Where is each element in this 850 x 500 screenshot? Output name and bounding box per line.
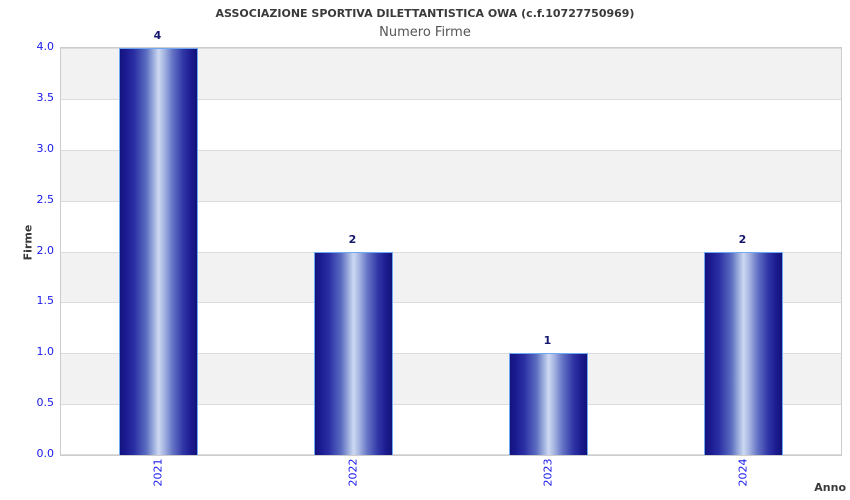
gridline [61,200,841,202]
y-tick-label: 2.5 [36,192,55,206]
y-tick-label: 3.5 [36,90,55,104]
y-tick-label: 0.5 [36,396,55,410]
chart-subtitle: Numero Firme [379,25,471,40]
gridline [61,149,841,151]
bar[interactable] [509,353,588,455]
y-tick-label: 1.0 [36,345,55,359]
y-tick-label: 0.0 [36,447,55,460]
y-axis-title: Firme [21,224,35,261]
gridline [61,454,841,455]
y-axis-ticks: 0.0 0.5 1.0 1.5 2.0 2.5 3.0 3.5 4.0 [0,40,55,460]
plot-area [60,47,842,456]
bar[interactable] [704,251,783,455]
gridline [61,302,841,304]
bar-value-label: 1 [543,334,552,348]
bar[interactable] [314,251,393,455]
x-tick-label: 2023 [541,458,554,487]
gridline [61,98,841,100]
gridline [61,404,841,406]
gridline [61,353,841,355]
bar-value-label: 2 [348,232,357,246]
y-tick-label: 3.0 [36,141,55,155]
y-tick-label: 1.5 [36,294,55,308]
gridline [61,48,841,49]
y-tick-label: 4.0 [36,40,55,53]
chart-title: ASSOCIAZIONE SPORTIVA DILETTANTISTICA OW… [215,7,635,20]
x-axis-ticks: 2021 2022 2023 2024 [60,456,842,492]
x-tick-label: 2024 [736,458,749,487]
gridline [61,251,841,253]
x-tick-label: 2022 [346,458,359,487]
x-axis-title: Anno [814,481,846,494]
y-tick-label: 2.0 [36,243,55,257]
bar-value-label: 4 [153,29,162,42]
bar[interactable] [119,48,198,455]
bar-value-label: 2 [738,232,747,246]
x-tick-label: 2021 [151,458,164,487]
